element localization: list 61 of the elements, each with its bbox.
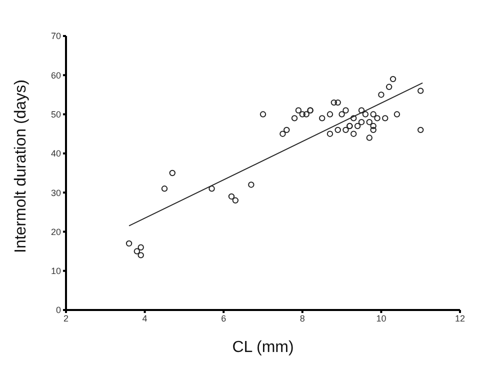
point [134, 248, 140, 254]
x-axis-title: CL (mm) [232, 339, 294, 356]
point [338, 111, 345, 118]
point [299, 111, 306, 118]
x-tick-label: 2 [63, 313, 69, 324]
y-tick-label: 40 [50, 148, 61, 159]
point [280, 130, 286, 137]
point [334, 126, 341, 134]
point [291, 115, 298, 122]
point [374, 115, 380, 122]
point [394, 111, 400, 118]
point [248, 182, 254, 188]
point [354, 122, 361, 130]
point [169, 170, 176, 176]
point [358, 119, 365, 126]
x-tick-label: 4 [142, 313, 148, 324]
point [319, 115, 326, 122]
x-tick-label: 12 [454, 313, 466, 324]
y-tick-label: 10 [50, 266, 61, 276]
point [334, 99, 341, 106]
point [284, 126, 290, 134]
y-tick-label: 60 [50, 70, 61, 80]
point [382, 115, 388, 122]
point [390, 76, 396, 82]
point [418, 126, 424, 134]
point [138, 252, 144, 258]
point [326, 130, 334, 137]
x-tick-label: 10 [376, 313, 386, 324]
point [342, 107, 349, 114]
point [232, 197, 239, 204]
point [386, 84, 392, 90]
point [350, 115, 357, 122]
y-tick-label: 50 [50, 109, 61, 120]
x-tick-label: 8 [300, 313, 305, 324]
point [342, 126, 349, 134]
point [330, 99, 338, 106]
y-tick-label: 20 [50, 226, 61, 237]
point [370, 111, 376, 118]
point [366, 119, 372, 126]
point [295, 107, 302, 114]
point [366, 134, 372, 141]
point [228, 193, 235, 200]
point [378, 92, 384, 98]
point [126, 240, 132, 247]
point [326, 111, 334, 118]
y-tick-label: 0 [56, 305, 61, 316]
point [350, 130, 357, 137]
point [418, 88, 424, 94]
point [208, 186, 215, 192]
x-tick-label: 6 [221, 313, 226, 324]
point [260, 111, 266, 118]
point [362, 111, 369, 118]
point [161, 186, 168, 192]
point [358, 107, 365, 114]
point [138, 244, 144, 250]
y-tick-label: 70 [50, 31, 61, 42]
y-tick-label: 30 [50, 188, 61, 198]
point [303, 111, 310, 118]
y-axis-title: Intermolt duration (days) [12, 80, 30, 253]
point [370, 122, 376, 130]
point [370, 126, 376, 134]
